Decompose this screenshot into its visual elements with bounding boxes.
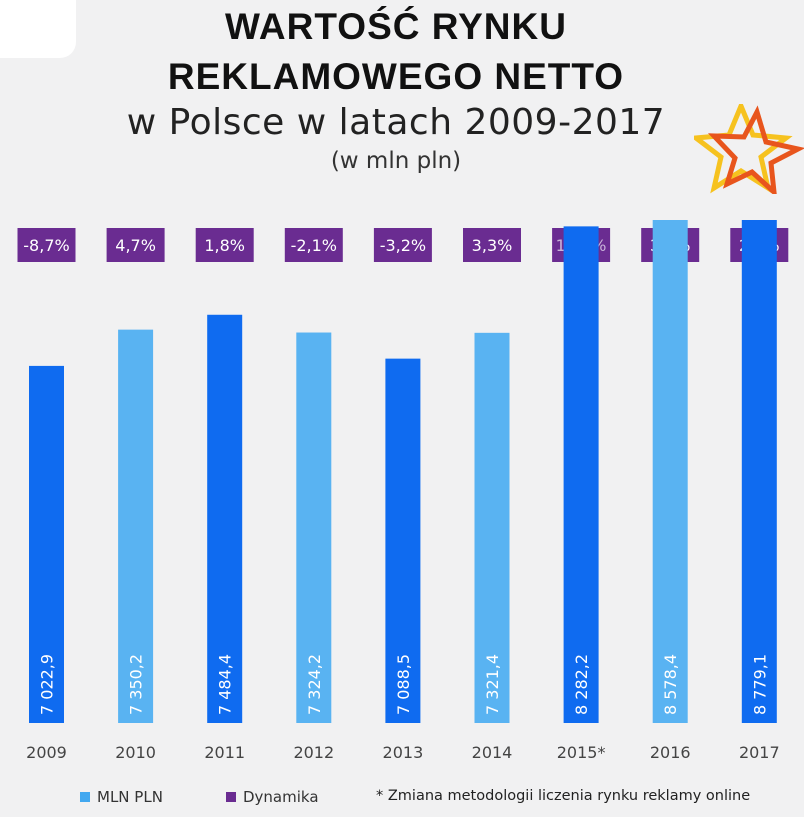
legend-swatch-dynamika — [226, 792, 236, 802]
legend-label-dynamika: Dynamika — [243, 788, 319, 806]
x-tick-label: 2010 — [115, 743, 156, 762]
dynamika-label: 3,3% — [472, 236, 513, 255]
bar-value-label: 8 578,4 — [661, 654, 680, 715]
dynamika-label: -8,7% — [23, 236, 69, 255]
bar-value-label: 8 779,1 — [750, 654, 769, 715]
dynamika-label: 1,8% — [204, 236, 245, 255]
chart-title-line-2: REKLAMOWEGO NETTO — [167, 56, 625, 97]
footnote: * Zmiana metodologii liczenia rynku rekl… — [376, 788, 751, 804]
bar-value-label: 7 088,5 — [394, 654, 413, 715]
bar — [474, 332, 510, 723]
dynamika-label: -2,1% — [291, 236, 337, 255]
bar-chart: -8,7% 7 022,9 2009 4,7% 7 350,2 2010 1,8% 7 484… — [17, 220, 789, 762]
bar-value-label: 7 321,4 — [483, 654, 502, 715]
legend-item-dynamika: Dynamika — [226, 788, 319, 806]
bar — [385, 358, 421, 723]
dynamika-label: -3,2% — [380, 236, 426, 255]
chart-title-line-1: WARTOŚĆ RYNKU — [225, 6, 567, 47]
x-tick-label: 2015* — [557, 743, 606, 762]
chart-legend: MLN PLN Dynamika * Zmiana metodologii li… — [0, 784, 804, 812]
x-tick-label: 2017 — [739, 743, 780, 762]
corner-card — [0, 0, 76, 58]
bar — [207, 314, 243, 723]
star-logo-icon — [694, 104, 804, 194]
bar-value-label: 7 022,9 — [38, 654, 57, 715]
legend-label-mln: MLN PLN — [97, 788, 163, 806]
chart-unit: (w mln pln) — [330, 148, 462, 174]
legend-swatch-mln — [80, 792, 90, 802]
bar — [652, 220, 688, 723]
dynamika-label: 4,7% — [115, 236, 156, 255]
x-tick-label: 2013 — [383, 743, 424, 762]
bar-value-label: 7 484,4 — [216, 654, 235, 715]
x-tick-label: 2009 — [26, 743, 67, 762]
x-tick-label: 2016 — [650, 743, 691, 762]
bar — [29, 365, 64, 723]
dynamika-badge — [373, 228, 432, 262]
bar-value-label: 7 350,2 — [127, 654, 146, 715]
x-tick-label: 2014 — [472, 743, 513, 762]
bar-value-label: 8 282,2 — [572, 654, 591, 715]
x-tick-label: 2012 — [293, 743, 334, 762]
x-tick-label: 2011 — [204, 743, 245, 762]
chart-subtitle: w Polsce w latach 2009-2017 — [126, 102, 666, 143]
dynamika-badge — [17, 228, 76, 262]
legend-item-mln: MLN PLN — [80, 788, 163, 806]
dynamika-badge — [106, 228, 165, 262]
bar-value-label: 7 324,2 — [305, 654, 324, 715]
dynamika-badge — [195, 228, 254, 262]
bar — [741, 220, 777, 723]
bar — [563, 226, 599, 723]
dynamika-badge — [284, 228, 343, 262]
bar — [296, 332, 332, 723]
dynamika-badge — [463, 228, 521, 262]
bar — [118, 329, 154, 723]
